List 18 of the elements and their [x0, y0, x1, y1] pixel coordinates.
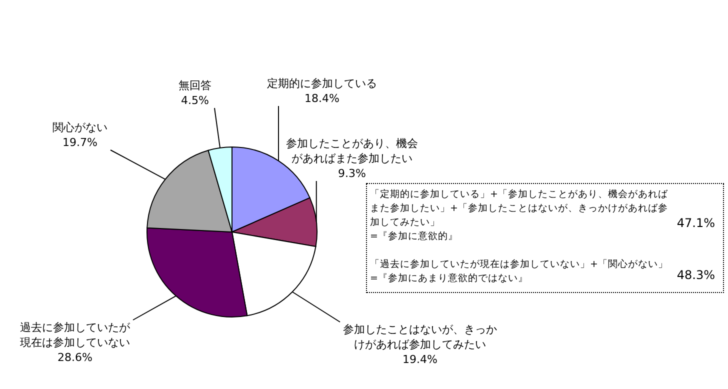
text: 「定期的に参加している」+「参加したことがあり、機会があればまた参加したい」+「参加したことはないが、きっかけがあれば参加してみたい」	[370, 188, 669, 230]
data-label: 28.6%	[56, 350, 94, 365]
data-label: 19.7%	[62, 135, 98, 150]
slice-label: 関心がない	[52, 120, 108, 135]
slice-label: 参加したことはないが、きっかけがあれば参加してみたい	[343, 322, 497, 352]
text: 47.1%	[676, 216, 715, 230]
slice-label: 参加したことがあり、機会があればまた参加したい	[286, 136, 418, 166]
data-label: 4.5%	[180, 93, 210, 108]
data-label: 19.4%	[402, 352, 438, 367]
data-label: 18.4%	[304, 91, 340, 106]
text: =『参加に意欲的』	[370, 230, 459, 244]
slice-label: 定期的に参加している	[267, 76, 377, 91]
slice-label: 無回答	[178, 78, 212, 93]
data-label: 9.3%	[337, 166, 367, 181]
text: =『参加にあまり意欲的ではない』	[370, 272, 529, 286]
text: 「過去に参加していたが現在は参加していない」+「関心がない」	[370, 258, 669, 272]
text: 48.3%	[676, 268, 715, 282]
slice-label: 過去に参加していたが現在は参加していない	[20, 320, 130, 350]
